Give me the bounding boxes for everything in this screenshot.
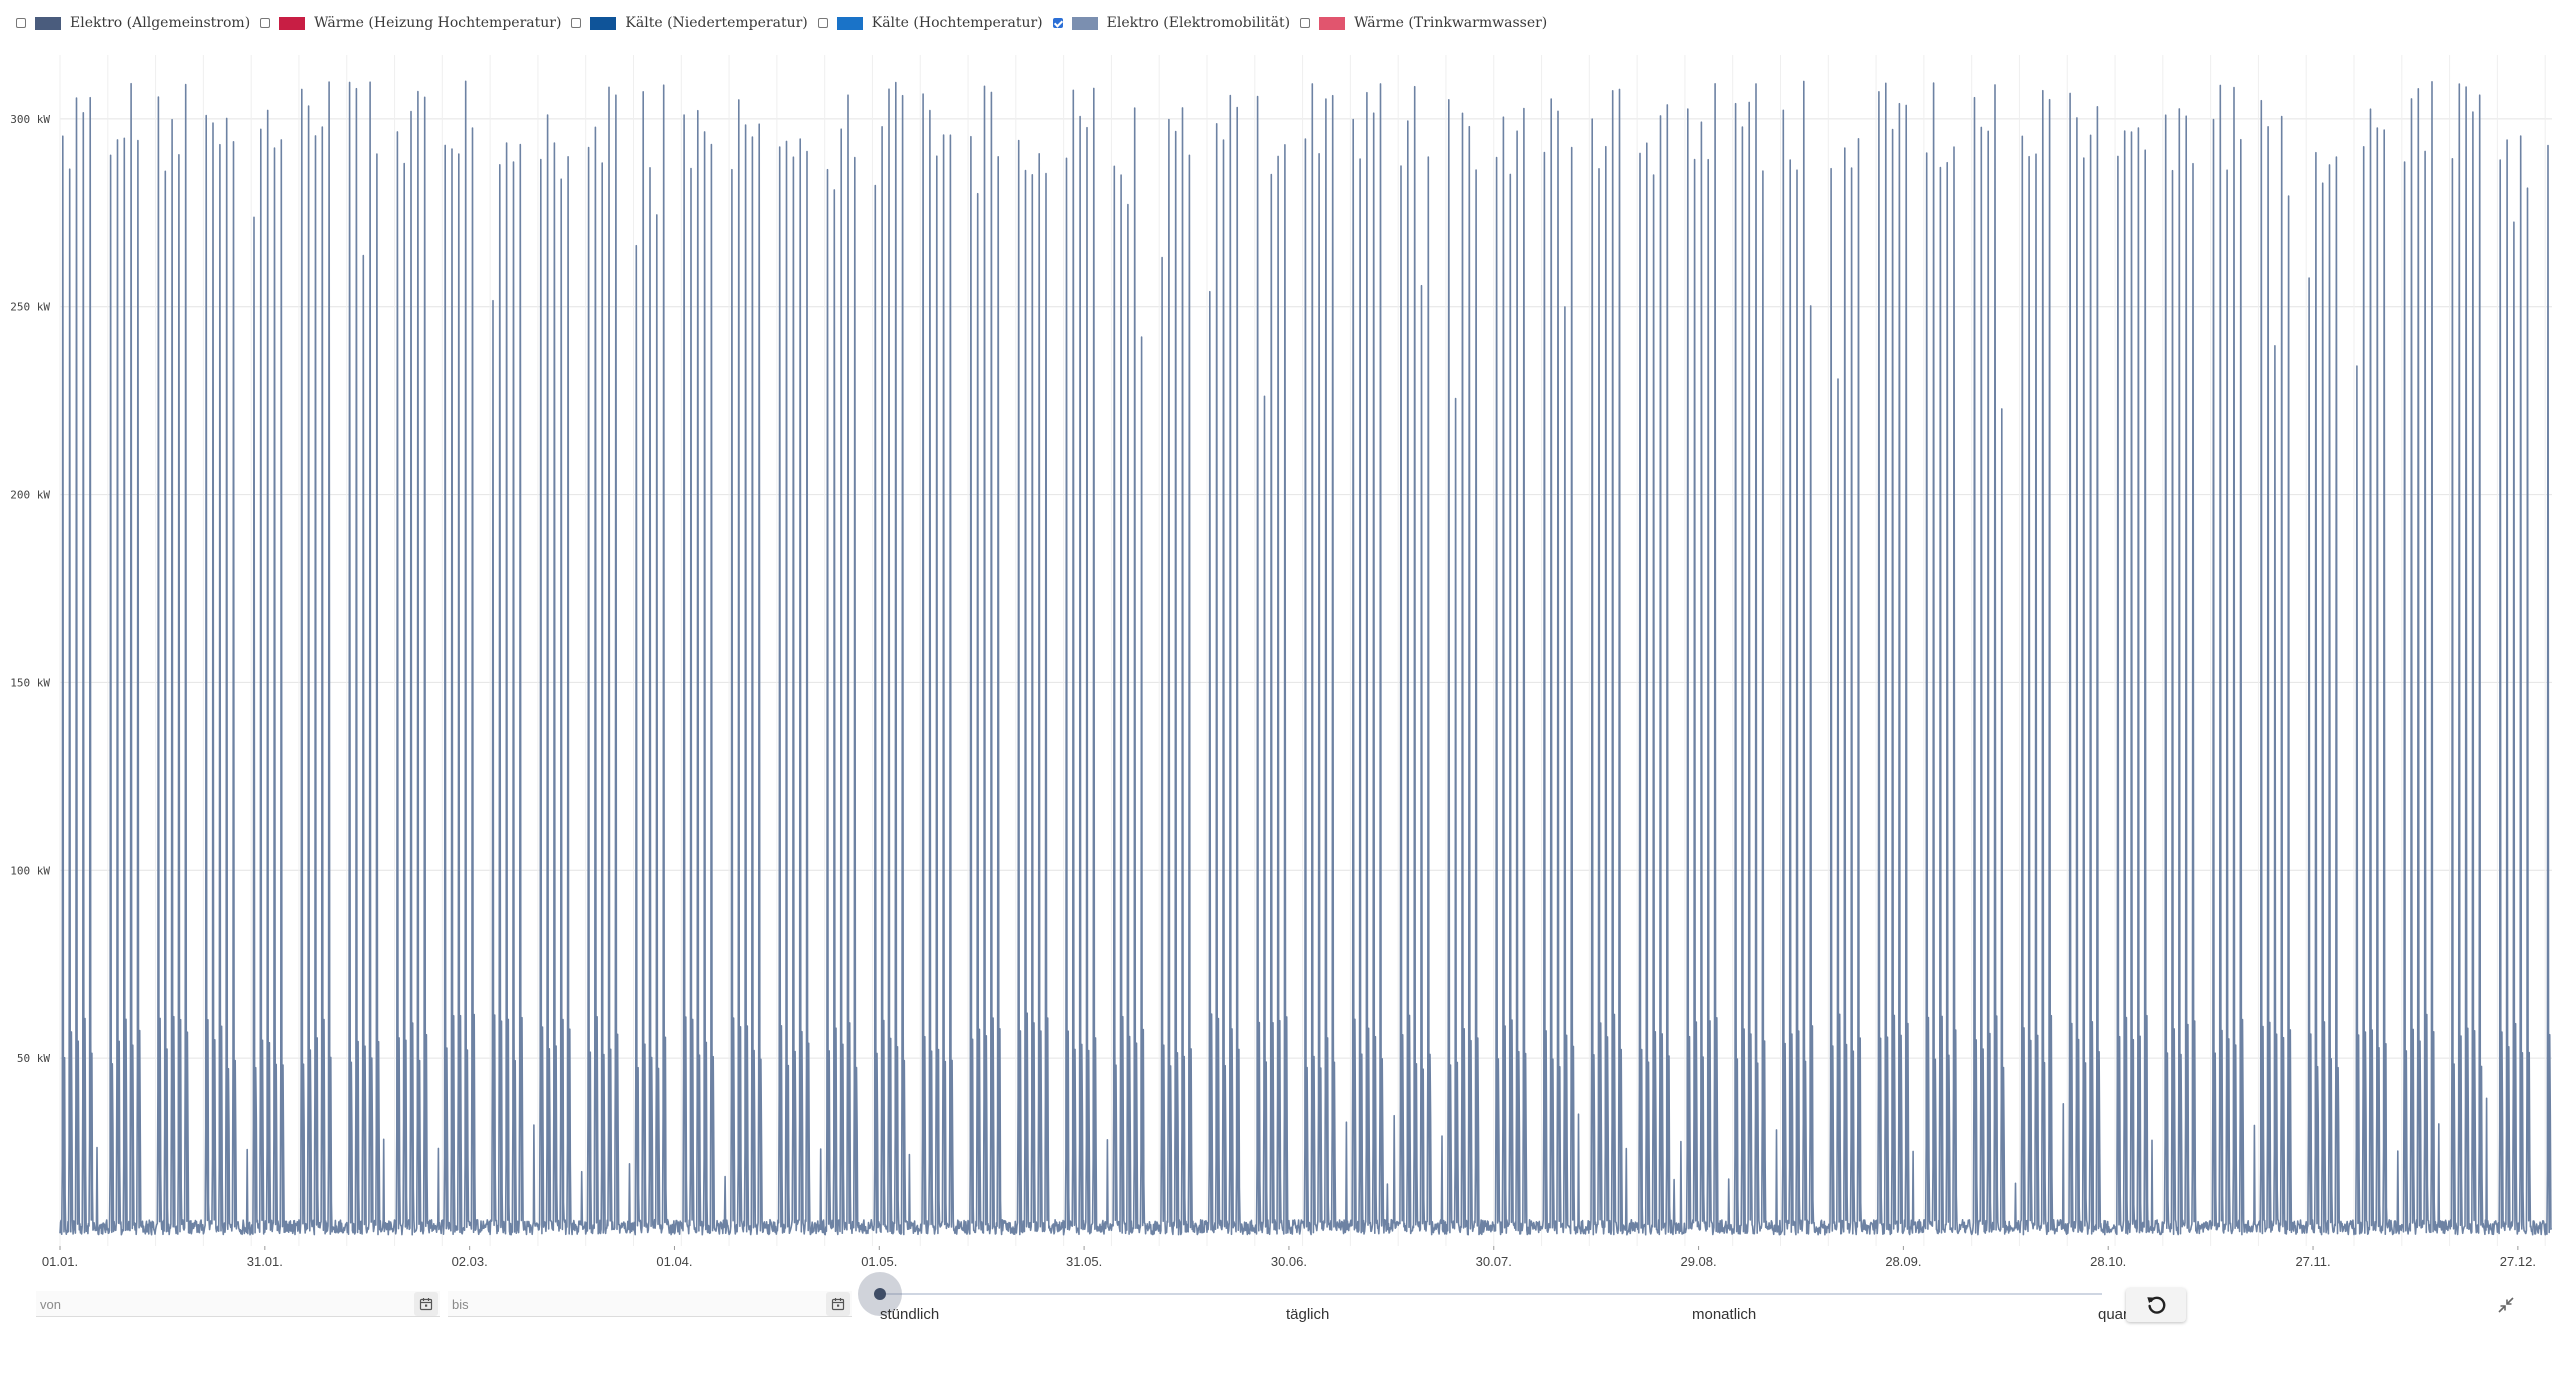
y-tick-label: 150 kW (10, 676, 50, 689)
granularity-slider[interactable]: stündlich täglich monatlich quar (858, 1272, 2128, 1326)
legend-swatch (1071, 16, 1098, 30)
legend-label: Kälte (Hochtemperatur) (871, 15, 1043, 31)
x-tick-label: 01.04. (656, 1254, 692, 1269)
legend-item[interactable]: Elektro (Allgemeinstrom) (16, 15, 250, 31)
legend-item[interactable]: Kälte (Hochtemperatur) (817, 15, 1043, 31)
x-tick-label: 01.01. (42, 1254, 78, 1269)
legend-label: Wärme (Heizung Hochtemperatur) (314, 15, 562, 31)
from-date-field[interactable] (36, 1291, 440, 1317)
to-date-input[interactable] (448, 1291, 814, 1317)
legend-checkbox[interactable] (817, 18, 828, 28)
legend-label: Elektro (Elektromobilität) (1106, 15, 1291, 31)
legend-checkbox[interactable] (1052, 18, 1063, 28)
series-line-elektromobilitaet (59, 80, 2553, 1236)
legend-checkbox[interactable] (16, 18, 26, 28)
x-tick-label: 29.08. (1680, 1254, 1716, 1269)
granularity-option-monthly[interactable]: monatlich (1692, 1306, 1757, 1323)
legend-checkbox[interactable] (260, 18, 271, 28)
legend-swatch (35, 16, 61, 30)
collapse-button[interactable] (2494, 1293, 2518, 1317)
x-tick-label: 28.10. (2090, 1254, 2126, 1269)
collapse-icon (2498, 1297, 2514, 1313)
x-tick-label: 27.11. (2295, 1254, 2330, 1269)
x-tick-label: 27.12. (2500, 1254, 2536, 1269)
x-tick-label: 28.09. (1885, 1254, 1921, 1269)
x-tick-label: 30.06. (1271, 1254, 1307, 1269)
legend-item[interactable]: Kälte (Niedertemperatur) (571, 15, 808, 31)
calendar-icon[interactable] (414, 1292, 438, 1316)
legend-label: Elektro (Allgemeinstrom) (70, 15, 251, 31)
granularity-option-daily[interactable]: täglich (1286, 1306, 1330, 1323)
legend-label: Kälte (Niedertemperatur) (625, 15, 808, 31)
legend-checkbox[interactable] (571, 18, 582, 28)
from-date-input[interactable] (36, 1291, 402, 1317)
legend-swatch (836, 16, 863, 30)
power-chart: 50 kW 100 kW 150 kW 200 kW 250 kW 300 kW 01.01… (10, 55, 2553, 1269)
x-tick-label: 31.01. (247, 1254, 283, 1269)
x-tick-label: 30.07. (1476, 1254, 1512, 1269)
legend-item[interactable]: Wärme (Heizung Hochtemperatur) (260, 15, 561, 31)
legend-label: Wärme (Trinkwarmwasser) (1354, 15, 1548, 31)
legend-checkbox[interactable] (1300, 18, 1311, 28)
slider-track[interactable] (880, 1293, 2102, 1295)
y-tick-label: 300 kW (10, 113, 50, 126)
reset-icon (2147, 1296, 2166, 1314)
legend-swatch (1319, 16, 1346, 30)
legend-swatch (279, 16, 306, 30)
x-tick-label: 31.05. (1066, 1254, 1102, 1269)
granularity-option-quarterly[interactable]: quar (2098, 1306, 2129, 1323)
y-tick-label: 250 kW (10, 301, 50, 314)
legend-item[interactable]: Wärme (Trinkwarmwasser) (1300, 15, 1547, 31)
reset-button[interactable] (2126, 1288, 2186, 1322)
y-tick-label: 200 kW (10, 489, 50, 502)
slider-thumb[interactable] (874, 1288, 886, 1300)
granularity-option-hourly[interactable]: stündlich (880, 1306, 940, 1323)
chart-legend: Elektro (Allgemeinstrom) Wärme (Heizung H… (16, 10, 1557, 36)
y-tick-label: 50 kW (17, 1052, 50, 1065)
calendar-icon[interactable] (826, 1292, 850, 1316)
legend-swatch (590, 16, 617, 30)
to-date-field[interactable] (448, 1291, 852, 1317)
x-tick-label: 01.05. (861, 1254, 897, 1269)
x-tick-label: 02.03. (452, 1254, 488, 1269)
y-tick-label: 100 kW (10, 864, 50, 877)
legend-item[interactable]: Elektro (Elektromobilität) (1052, 15, 1291, 31)
